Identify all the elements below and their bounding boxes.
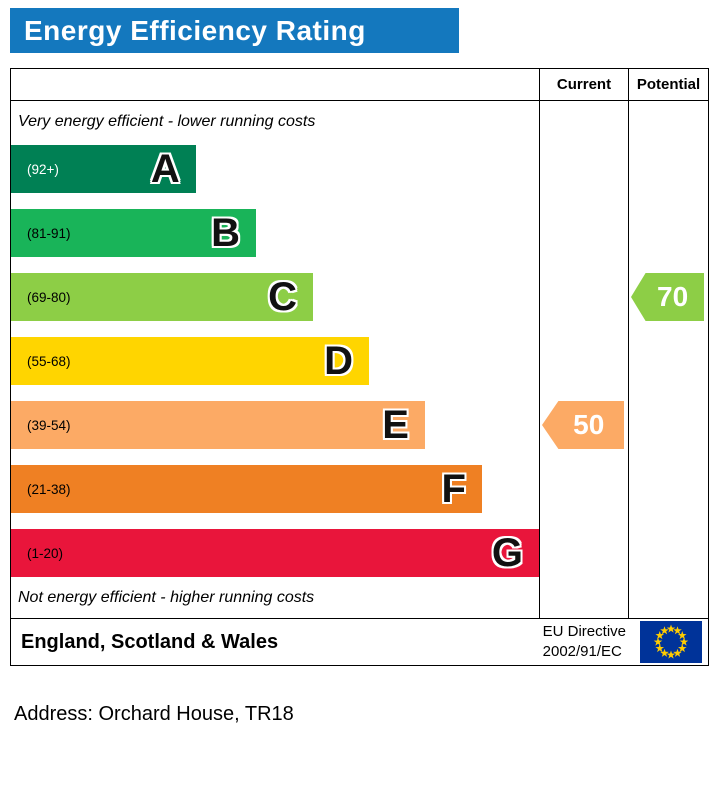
- bands-column: Very energy efficient - lower running co…: [11, 101, 540, 618]
- chart-title: Energy Efficiency Rating: [24, 15, 366, 46]
- footer-right-group: EU Directive 2002/91/EC: [543, 621, 708, 663]
- band-letter: G: [491, 531, 523, 575]
- band-range: (39-54): [27, 417, 71, 433]
- band-range: (69-80): [27, 289, 71, 305]
- band-range: (81-91): [27, 225, 71, 241]
- table-footer: England, Scotland & Wales EU Directive 2…: [11, 618, 708, 665]
- band-range: (21-38): [27, 481, 71, 497]
- address-line: Address: Orchard House, TR18: [14, 703, 294, 725]
- column-header-potential: Potential: [629, 69, 708, 101]
- potential-value: 70: [657, 281, 689, 312]
- band-letter: C: [268, 275, 298, 319]
- band-range: (55-68): [27, 353, 71, 369]
- eu-flag-icon: [640, 621, 702, 663]
- chart-title-bar: Energy Efficiency Rating: [10, 8, 459, 53]
- region-label: England, Scotland & Wales: [21, 630, 279, 653]
- band-row-f: (21-38) F: [11, 465, 482, 513]
- band-letter: B: [211, 211, 240, 255]
- bottom-note: Not energy efficient - higher running co…: [18, 589, 315, 606]
- potential-arrow: 70: [631, 273, 704, 321]
- header-blank-cell: [11, 69, 540, 101]
- current-column: 50: [540, 101, 629, 618]
- eu-directive-text: EU Directive 2002/91/EC: [543, 622, 626, 663]
- band-row-b: (81-91) B: [11, 209, 256, 257]
- band-letter: D: [324, 339, 353, 383]
- eu-directive-line1: EU Directive: [542, 622, 626, 640]
- band-row-a: (92+) A: [11, 145, 196, 193]
- epc-rating-table: Current Potential Very energy efficient …: [10, 68, 709, 666]
- eu-directive-line2: 2002/91/EC: [542, 643, 622, 660]
- band-row-g: (1-20) G: [11, 529, 539, 577]
- potential-column: 70: [629, 101, 708, 618]
- band-row-c: (69-80) C: [11, 273, 314, 321]
- current-value: 50: [573, 409, 605, 440]
- band-row-d: (55-68) D: [11, 337, 369, 385]
- band-letter: F: [441, 467, 466, 511]
- band-letter: A: [150, 147, 180, 191]
- band-range: (92+): [27, 161, 59, 177]
- band-row-e: (39-54) E: [11, 401, 425, 449]
- top-note: Very energy efficient - lower running co…: [18, 113, 316, 130]
- band-letter: E: [382, 403, 409, 447]
- band-range: (1-20): [27, 545, 64, 561]
- column-header-current: Current: [540, 69, 629, 101]
- current-arrow: 50: [542, 401, 624, 449]
